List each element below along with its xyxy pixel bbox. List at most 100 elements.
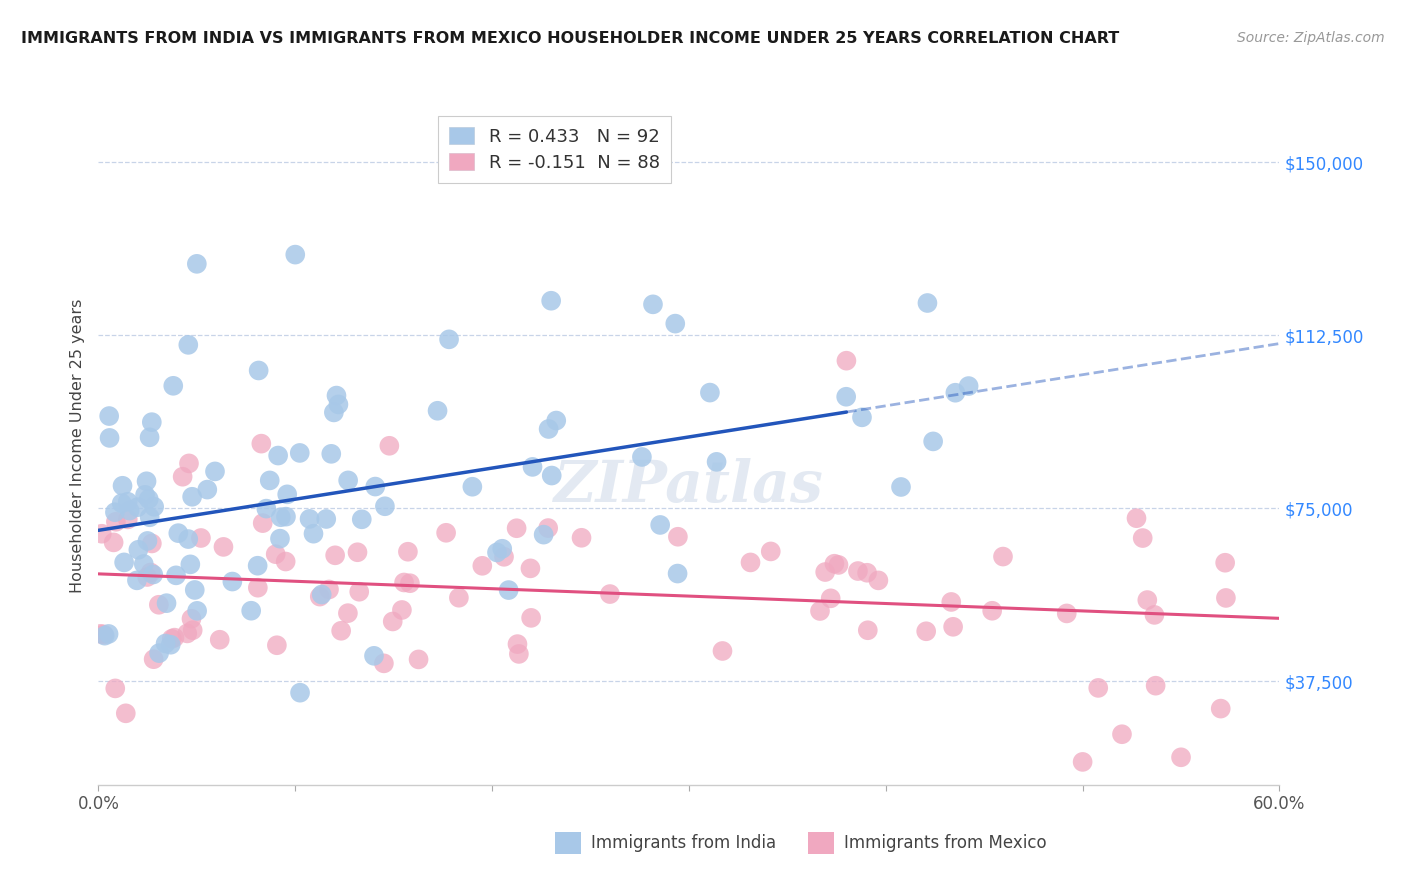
Point — [820, 591, 842, 606]
Point — [136, 533, 159, 548]
Point — [346, 545, 368, 559]
Text: Source: ZipAtlas.com: Source: ZipAtlas.com — [1237, 31, 1385, 45]
Point — [408, 652, 430, 666]
Point — [520, 611, 543, 625]
Point — [162, 379, 184, 393]
Point — [90, 526, 112, 541]
Point — [533, 527, 555, 541]
Point — [1111, 727, 1133, 741]
Point — [666, 566, 689, 581]
Point — [364, 479, 387, 493]
Point — [143, 500, 166, 514]
Point — [247, 363, 270, 377]
Point — [846, 564, 869, 578]
Point — [118, 503, 141, 517]
Point — [103, 535, 125, 549]
Point — [1209, 701, 1232, 715]
Point — [506, 637, 529, 651]
Point — [664, 317, 686, 331]
Point — [104, 505, 127, 519]
Point — [437, 332, 460, 346]
Point — [90, 627, 112, 641]
Point — [328, 397, 350, 411]
Point — [546, 413, 568, 427]
Text: Immigrants from Mexico: Immigrants from Mexico — [844, 834, 1046, 852]
Point — [508, 647, 530, 661]
Point — [138, 430, 160, 444]
Point — [392, 575, 415, 590]
Point — [204, 464, 226, 478]
Point — [274, 509, 297, 524]
Point — [93, 627, 115, 641]
Point — [323, 549, 346, 563]
Point — [246, 558, 269, 573]
Point — [856, 624, 879, 638]
Point — [288, 446, 311, 460]
Point — [740, 556, 762, 570]
Point — [181, 623, 204, 637]
Point — [917, 296, 939, 310]
Point — [127, 500, 149, 515]
Point — [851, 410, 873, 425]
Text: IMMIGRANTS FROM INDIA VS IMMIGRANTS FROM MEXICO HOUSEHOLDER INCOME UNDER 25 YEAR: IMMIGRANTS FROM INDIA VS IMMIGRANTS FROM… — [21, 31, 1119, 46]
Point — [302, 526, 325, 541]
Point — [396, 545, 419, 559]
Point — [190, 531, 212, 545]
Point — [104, 681, 127, 696]
Point — [835, 390, 858, 404]
Point — [308, 590, 330, 604]
Point — [98, 431, 121, 445]
Point — [288, 686, 311, 700]
Point — [180, 612, 202, 626]
Point — [159, 638, 181, 652]
Point — [142, 652, 165, 666]
Point — [373, 657, 395, 671]
Point — [221, 574, 243, 589]
Point — [374, 500, 396, 514]
Point — [179, 558, 201, 572]
Point — [165, 568, 187, 582]
Point — [315, 512, 337, 526]
Point — [492, 549, 515, 564]
Point — [167, 526, 190, 541]
Point — [111, 496, 134, 510]
Point — [711, 644, 734, 658]
Point — [132, 557, 155, 571]
Point — [177, 338, 200, 352]
Point — [138, 510, 160, 524]
Point — [177, 532, 200, 546]
Point — [1144, 679, 1167, 693]
Point — [163, 631, 186, 645]
Point — [1143, 607, 1166, 622]
Point — [111, 479, 134, 493]
Point — [325, 388, 347, 402]
Point — [1213, 556, 1236, 570]
Point — [136, 570, 159, 584]
Point — [981, 604, 1004, 618]
Point — [808, 604, 831, 618]
Point — [827, 558, 849, 572]
Point — [922, 434, 945, 449]
Point — [127, 542, 149, 557]
Point — [650, 518, 672, 533]
Point — [148, 598, 170, 612]
Point — [447, 591, 470, 605]
Point — [276, 487, 298, 501]
Point — [155, 636, 177, 650]
Point — [148, 646, 170, 660]
Point — [426, 403, 449, 417]
Point — [540, 293, 562, 308]
Point — [138, 492, 160, 507]
Point — [104, 515, 127, 529]
Point — [181, 490, 204, 504]
Point — [117, 494, 139, 508]
Point — [93, 629, 115, 643]
Point — [537, 422, 560, 436]
Point — [177, 457, 200, 471]
Point — [330, 624, 353, 638]
Point — [537, 521, 560, 535]
Point — [350, 512, 373, 526]
Point — [114, 706, 136, 721]
Legend: R = 0.433   N = 92, R = -0.151  N = 88: R = 0.433 N = 92, R = -0.151 N = 88 — [439, 116, 671, 183]
Point — [399, 576, 422, 591]
